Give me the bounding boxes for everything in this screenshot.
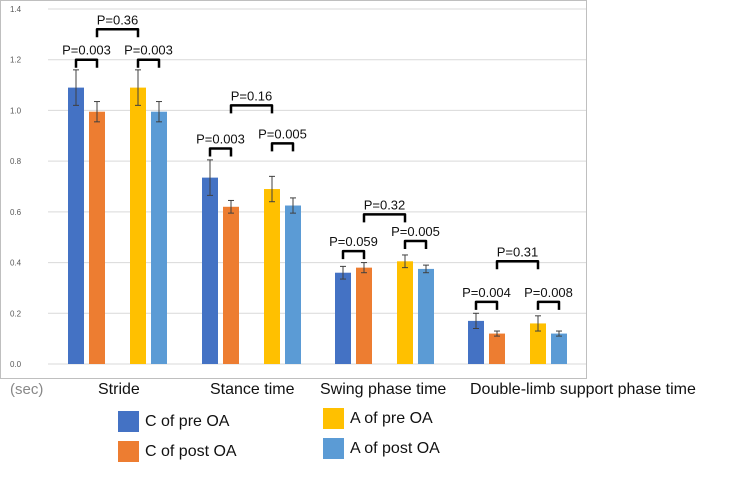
category-label-stance-time: Stance time	[210, 381, 295, 398]
p-value-label: P=0.005	[391, 224, 440, 239]
p-value-label: P=0.004	[462, 285, 511, 300]
legend-swatch	[323, 408, 344, 429]
bar	[151, 111, 167, 364]
p-value-label: P=0.003	[62, 43, 111, 58]
bar	[68, 87, 84, 364]
p-value-label: P=0.003	[196, 131, 245, 146]
bar	[335, 272, 351, 364]
significance-bracket	[495, 260, 540, 270]
category-label-swing-phase-time: Swing phase time	[320, 381, 447, 398]
significance-bracket	[136, 58, 161, 68]
p-value-label: P=0.32	[364, 197, 406, 212]
y-tick-label: 0.4	[10, 259, 22, 268]
legend-label: C of post OA	[145, 442, 237, 460]
p-value-label: P=0.36	[97, 12, 139, 27]
bar	[264, 189, 280, 364]
p-value-label: P=0.008	[524, 285, 573, 300]
legend-item-a-post: A of post OA	[323, 438, 440, 459]
significance-bracket	[270, 142, 295, 152]
legend-swatch	[323, 438, 344, 459]
p-value-label: P=0.16	[231, 88, 273, 103]
bar	[356, 267, 372, 364]
bar	[130, 87, 146, 364]
y-tick-label: 1.2	[10, 56, 22, 65]
p-value-label: P=0.005	[258, 126, 307, 141]
legend-label: A of pre OA	[350, 409, 433, 427]
significance-bracket	[95, 28, 140, 38]
bar	[202, 177, 218, 364]
bar	[418, 268, 434, 364]
legend-label: C of pre OA	[145, 412, 230, 430]
bar	[468, 320, 484, 364]
legend-item-c-post: C of post OA	[118, 441, 237, 462]
bar	[285, 205, 301, 364]
category-label-stride: Stride	[98, 381, 140, 398]
y-tick-label: 0.6	[10, 208, 22, 217]
legend-swatch	[118, 411, 139, 432]
bar	[489, 333, 505, 364]
y-tick-label: 0.8	[10, 157, 22, 166]
p-value-label: P=0.059	[329, 234, 378, 249]
significance-bracket	[208, 147, 233, 157]
legend-label: A of post OA	[350, 439, 440, 457]
category-label-double-limb: Double-limb support phase time	[470, 381, 696, 398]
significance-bracket	[229, 104, 274, 114]
significance-bracket	[536, 300, 561, 310]
y-tick-label: 1.0	[10, 106, 22, 115]
legend-item-c-pre: C of pre OA	[118, 411, 229, 432]
bar	[397, 261, 413, 364]
y-tick-label: 0.2	[10, 309, 22, 318]
bar	[223, 206, 239, 364]
legend-item-a-pre: A of pre OA	[323, 408, 433, 429]
y-tick-label: 0.0	[10, 360, 22, 369]
bar	[551, 333, 567, 364]
significance-bracket	[74, 58, 99, 68]
p-value-label: P=0.31	[497, 244, 539, 259]
unit-label: (sec)	[10, 381, 44, 398]
y-tick-label: 1.4	[10, 5, 22, 14]
bar	[530, 323, 546, 364]
legend-swatch	[118, 441, 139, 462]
p-value-label: P=0.003	[124, 43, 173, 58]
significance-bracket	[362, 213, 407, 223]
significance-bracket	[341, 249, 366, 260]
bar	[89, 111, 105, 364]
chart: 0.0 0.2 0.4 0.6 0.8 1.0 1.2 1.4 P=0.003 P=0.003 P=…	[0, 0, 587, 379]
significance-bracket	[403, 239, 428, 250]
significance-bracket	[474, 300, 499, 310]
